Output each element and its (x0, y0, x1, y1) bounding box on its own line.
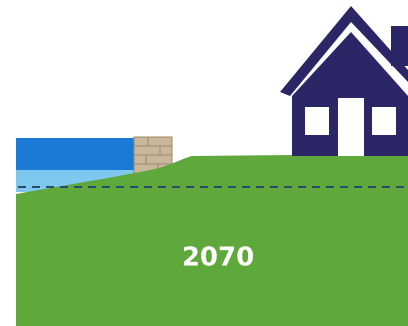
house-icon (280, 6, 408, 156)
year-label: 2070 (182, 243, 254, 273)
ground (16, 154, 408, 326)
house-window-right (372, 107, 396, 135)
house-window-left (305, 107, 329, 135)
house-door (338, 98, 364, 156)
water-deep (16, 138, 144, 170)
stone-seawall (133, 136, 173, 174)
